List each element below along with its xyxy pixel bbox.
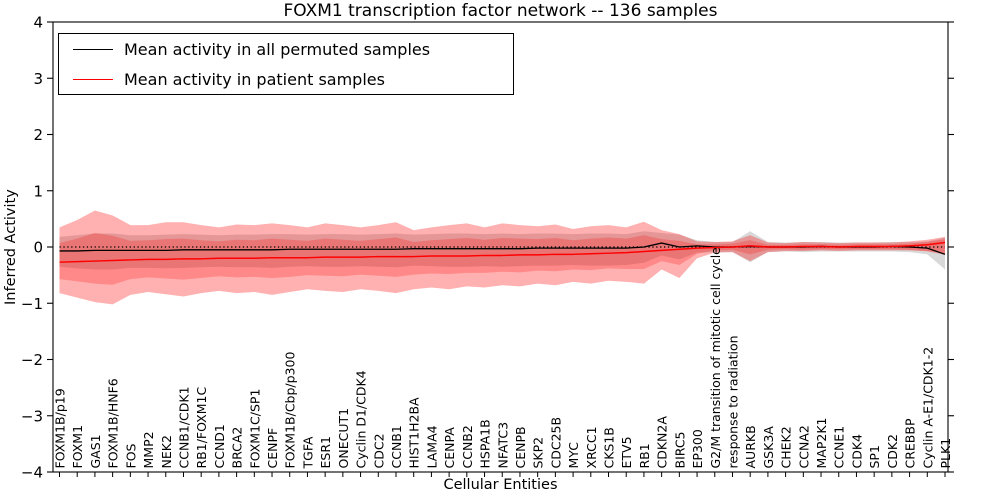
legend-label-permuted: Mean activity in all permuted samples xyxy=(124,40,431,59)
y-tick-label: −3 xyxy=(21,407,43,425)
x-tick-label: XRCC1 xyxy=(584,426,599,468)
legend-line-patient-icon xyxy=(73,79,113,80)
x-tick-label: Cyclin D1/CDK4 xyxy=(354,370,369,468)
x-tick-label: CHEK2 xyxy=(779,426,794,468)
y-tick-label: −2 xyxy=(21,351,43,369)
x-tick-label: G2/M transition of mitotic cell cycle xyxy=(708,247,723,469)
x-tick-label: CREBBP xyxy=(903,418,918,468)
x-tick-label: NEK2 xyxy=(159,435,174,468)
y-tick-label: 4 xyxy=(33,14,43,32)
patient-band-outer xyxy=(59,210,945,305)
x-tick-label: CDK4 xyxy=(849,434,864,469)
x-tick-label: CDC25B xyxy=(548,417,563,469)
y-tick-label: 3 xyxy=(33,70,43,88)
x-tick-label: Cyclin A-E1/CDK1-2 xyxy=(920,347,935,469)
legend-line-permuted-icon xyxy=(73,49,113,50)
x-tick-label: CCNB1 xyxy=(389,425,404,468)
x-tick-label: LAMA4 xyxy=(424,425,439,468)
legend: Mean activity in all permuted samples Me… xyxy=(58,33,514,95)
patient-mean-line xyxy=(59,241,946,263)
x-tick-label: CDK2 xyxy=(885,434,900,469)
x-tick-label: FOXM1B/Cbp/p300 xyxy=(283,352,298,469)
x-tick-label: MMP2 xyxy=(141,431,156,468)
x-tick-label: RB1 xyxy=(637,443,652,468)
x-tick-label: CCNB2 xyxy=(460,425,475,468)
x-tick-label: HIST1H2BA xyxy=(407,397,422,469)
x-tick-label: FOXM1 xyxy=(70,425,85,469)
x-tick-label: BIRC5 xyxy=(672,431,687,468)
x-tick-label: MAP2K1 xyxy=(814,418,829,469)
x-tick-label: PLK1 xyxy=(938,438,953,469)
x-tick-label: CDC2 xyxy=(371,433,386,468)
x-tick-label: FOS xyxy=(123,443,138,468)
x-tick-label: CCNB1/CDK1 xyxy=(176,386,191,468)
x-tick-label: GSK3A xyxy=(761,426,776,469)
x-tick-label: MYC xyxy=(566,442,581,469)
legend-item-patient: Mean activity in patient samples xyxy=(59,65,513,94)
x-tick-label: RB1/FOXM1C xyxy=(194,387,209,469)
y-tick-label: −1 xyxy=(21,295,43,313)
y-tick-label: −4 xyxy=(21,464,43,482)
x-tick-label: CCNA2 xyxy=(796,425,811,468)
x-tick-label: CCNE1 xyxy=(832,426,847,469)
x-tick-label: TGFA xyxy=(300,436,315,469)
x-tick-label: EP300 xyxy=(690,429,705,468)
x-tick-label: NFATC3 xyxy=(495,422,510,469)
x-axis-label: Cellular Entities xyxy=(443,477,558,493)
x-tick-label: CENPF xyxy=(265,428,280,469)
x-tick-label: GAS1 xyxy=(88,434,103,468)
legend-item-permuted: Mean activity in all permuted samples xyxy=(59,35,513,64)
x-tick-label: AURKB xyxy=(743,425,758,468)
x-tick-label: BRCA2 xyxy=(230,427,245,469)
x-tick-label: ETV5 xyxy=(619,436,634,468)
x-tick-label: FOXM1B/HNF6 xyxy=(106,378,121,468)
y-tick-label: 1 xyxy=(33,182,43,200)
x-tick-label: ONECUT1 xyxy=(336,408,351,469)
legend-label-patient: Mean activity in patient samples xyxy=(124,70,385,89)
x-tick-label: FOXM1B/p19 xyxy=(53,388,68,468)
patient-band-inner xyxy=(59,232,945,285)
x-tick-label: CCND1 xyxy=(212,424,227,468)
x-tick-label: HSPA1B xyxy=(478,419,493,468)
x-tick-label: ESR1 xyxy=(318,436,333,468)
y-axis-label: Inferred Activity xyxy=(3,189,19,305)
permuted-band xyxy=(59,231,945,270)
chart-title: FOXM1 transcription factor network -- 13… xyxy=(283,1,718,21)
x-tick-label: SKP2 xyxy=(531,437,546,469)
x-tick-label: response to radiation xyxy=(725,335,740,468)
y-tick-label: 0 xyxy=(33,239,43,257)
y-tick-label: 2 xyxy=(33,126,43,144)
x-tick-label: CDKN2A xyxy=(655,416,670,469)
x-tick-label: SP1 xyxy=(867,445,882,468)
x-tick-label: CKS1B xyxy=(602,427,617,468)
x-tick-label: CENPB xyxy=(513,426,528,468)
x-tick-label: CENPA xyxy=(442,427,457,469)
x-tick-label: FOXM1C/SP1 xyxy=(247,389,262,469)
